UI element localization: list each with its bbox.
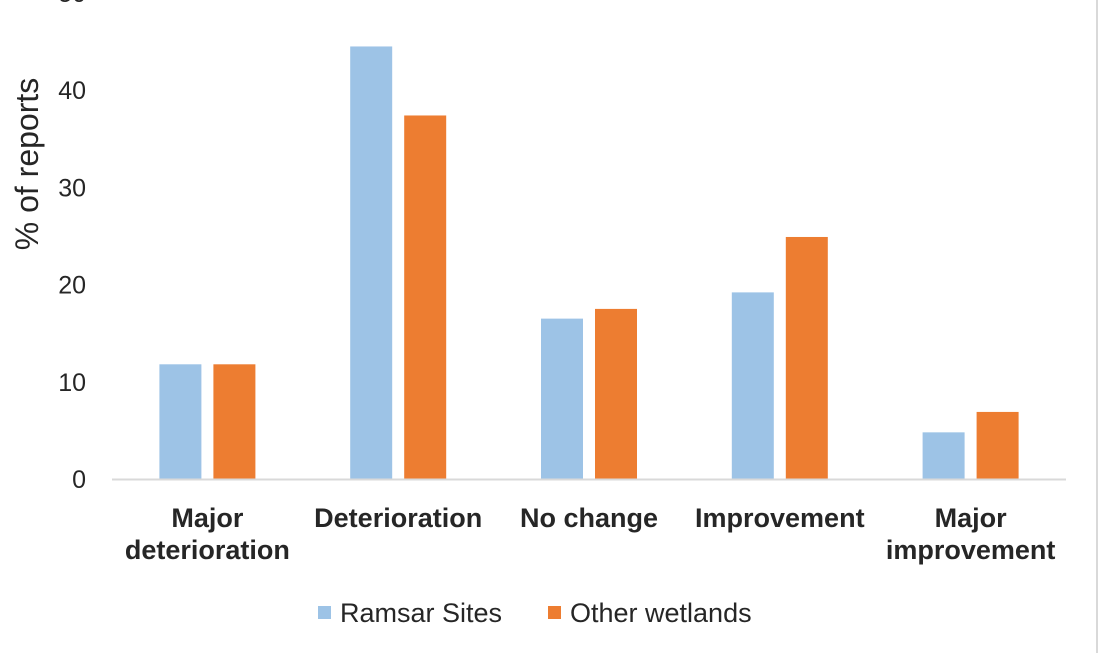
y-axis-title-group: % of reports bbox=[9, 78, 45, 251]
y-tick-label: 10 bbox=[58, 369, 86, 397]
x-category-label: Improvement bbox=[695, 503, 865, 533]
bar-ramsar-sites bbox=[922, 432, 965, 479]
y-tick-label: 20 bbox=[58, 272, 86, 300]
legend: Ramsar Sites Other wetlands bbox=[318, 598, 752, 628]
bar-other-wetlands bbox=[213, 364, 256, 479]
bar-ramsar-sites bbox=[541, 318, 583, 479]
x-category-label: improvement bbox=[886, 535, 1056, 565]
bar-ramsar-sites bbox=[731, 292, 774, 479]
x-category-label: Deterioration bbox=[314, 503, 482, 533]
bars bbox=[159, 46, 1019, 480]
legend-swatch bbox=[548, 606, 561, 619]
bar-ramsar-sites bbox=[159, 364, 202, 479]
x-category-label: deterioration bbox=[125, 535, 290, 565]
x-category-label: Major bbox=[171, 503, 244, 533]
legend-swatch bbox=[318, 606, 331, 619]
legend-label: Other wetlands bbox=[570, 598, 752, 628]
legend-label: Ramsar Sites bbox=[340, 598, 502, 628]
y-tick-label: 40 bbox=[58, 77, 86, 105]
y-tick-label: 0 bbox=[72, 466, 86, 494]
y-tick-label: 30 bbox=[58, 174, 86, 202]
y-axis-title: % of reports bbox=[9, 78, 45, 251]
x-category-label: Major bbox=[935, 503, 1008, 533]
bar-other-wetlands bbox=[976, 411, 1019, 479]
chart-frame-border bbox=[1096, 0, 1098, 653]
bar-ramsar-sites bbox=[350, 46, 393, 480]
y-tick-label: 50 bbox=[58, 0, 86, 8]
bar-other-wetlands bbox=[785, 236, 828, 479]
x-category-label: No change bbox=[520, 503, 658, 533]
bar-other-wetlands bbox=[595, 308, 637, 479]
y-axis-ticks: 0 10 20 30 40 50 bbox=[58, 0, 86, 494]
bar-other-wetlands bbox=[404, 115, 447, 480]
